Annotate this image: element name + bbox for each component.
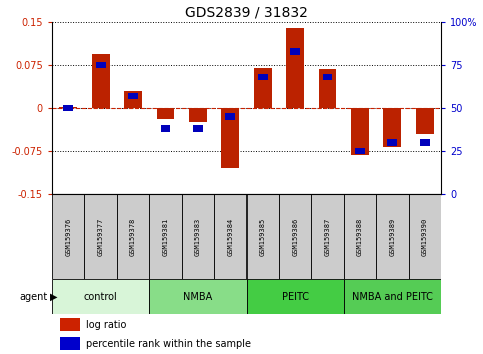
Text: GSM159386: GSM159386: [292, 217, 298, 256]
Text: ▶: ▶: [50, 291, 57, 302]
Bar: [416, 108, 434, 134]
Bar: [344, 194, 376, 279]
Bar: [420, 139, 430, 146]
Text: GSM159390: GSM159390: [422, 217, 428, 256]
Text: GSM159385: GSM159385: [260, 217, 266, 256]
Text: control: control: [84, 291, 117, 302]
Bar: [226, 113, 235, 120]
Bar: [344, 279, 441, 314]
Bar: [279, 194, 312, 279]
Bar: [221, 108, 239, 168]
Text: GSM159381: GSM159381: [162, 217, 169, 256]
Bar: [387, 139, 398, 146]
Bar: [60, 337, 80, 350]
Text: log ratio: log ratio: [85, 320, 126, 330]
Text: GSM159376: GSM159376: [65, 217, 71, 256]
Text: GSM159388: GSM159388: [357, 217, 363, 256]
Bar: [52, 279, 149, 314]
Bar: [59, 107, 77, 108]
Text: GSM159383: GSM159383: [195, 217, 201, 256]
Bar: [193, 125, 203, 132]
Bar: [128, 92, 138, 99]
Bar: [290, 48, 300, 55]
Bar: [156, 108, 174, 119]
Bar: [246, 194, 279, 279]
Text: agent: agent: [19, 291, 47, 302]
Text: NMBA and PEITC: NMBA and PEITC: [352, 291, 433, 302]
Text: GSM159384: GSM159384: [227, 217, 233, 256]
Text: GSM159377: GSM159377: [98, 217, 104, 256]
Bar: [323, 74, 332, 80]
Bar: [355, 148, 365, 154]
Text: PEITC: PEITC: [282, 291, 309, 302]
Text: percentile rank within the sample: percentile rank within the sample: [85, 339, 251, 349]
Bar: [409, 194, 441, 279]
Bar: [384, 108, 401, 147]
Bar: [376, 194, 409, 279]
Bar: [149, 279, 246, 314]
Text: NMBA: NMBA: [183, 291, 213, 302]
Bar: [351, 108, 369, 155]
Bar: [258, 74, 268, 80]
Bar: [254, 68, 271, 108]
Bar: [117, 194, 149, 279]
Text: GSM159387: GSM159387: [325, 217, 330, 256]
Bar: [189, 108, 207, 122]
Bar: [124, 91, 142, 108]
Bar: [246, 279, 344, 314]
Bar: [52, 194, 85, 279]
Bar: [312, 194, 344, 279]
Title: GDS2839 / 31832: GDS2839 / 31832: [185, 5, 308, 19]
Bar: [160, 125, 170, 132]
Bar: [319, 69, 337, 108]
Bar: [214, 194, 246, 279]
Bar: [60, 318, 80, 331]
Bar: [149, 194, 182, 279]
Text: GSM159389: GSM159389: [389, 217, 396, 256]
Text: GSM159378: GSM159378: [130, 217, 136, 256]
Bar: [92, 53, 110, 108]
Bar: [286, 28, 304, 108]
Bar: [85, 194, 117, 279]
Bar: [63, 104, 73, 112]
Bar: [96, 62, 105, 68]
Bar: [182, 194, 214, 279]
